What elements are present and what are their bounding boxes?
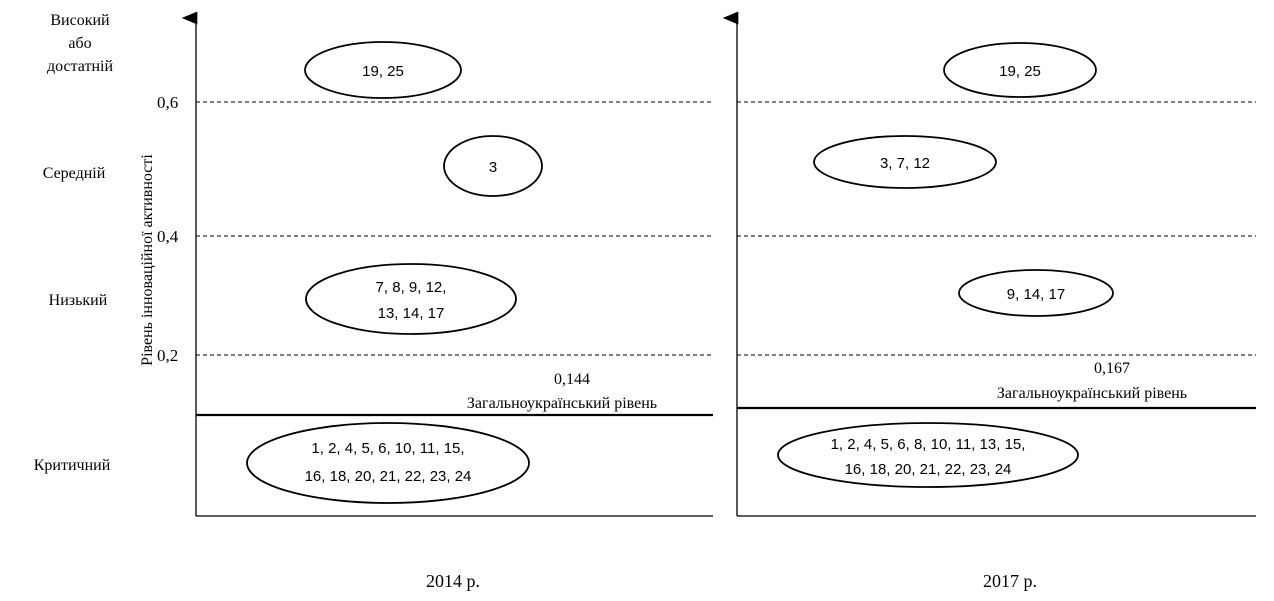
group-medium-2017 bbox=[813, 135, 997, 189]
group-high-2014-text: 19, 25 bbox=[362, 63, 404, 80]
average-value-2017: 0,167 bbox=[1094, 360, 1130, 377]
tick-label-0-6: 0,6 bbox=[157, 93, 178, 112]
average-label-2017: Загальноукраїнський рівень bbox=[997, 385, 1187, 402]
group-medium-2017-text: 3, 7, 12 bbox=[880, 155, 930, 172]
group-critical-2017-text-line1: 1, 2, 4, 5, 6, 8, 10, 11, 13, 15, bbox=[831, 436, 1026, 453]
group-critical-2017-text-line2: 16, 18, 20, 21, 22, 23, 24 bbox=[845, 461, 1012, 478]
year-label-2017: 2017 р. bbox=[983, 571, 1037, 591]
y-axis-title: Рівень інноваційної активності bbox=[139, 154, 156, 366]
group-high-2014 bbox=[304, 41, 462, 99]
level-high-label-line3: достатній bbox=[47, 58, 114, 75]
group-low-2017-text: 9, 14, 17 bbox=[1007, 286, 1065, 303]
panel-2014: 0,144 Загальноукраїнський рівень 19, 25 … bbox=[181, 11, 713, 591]
group-medium-2014-text: 3 bbox=[489, 159, 497, 176]
group-low-2014-text-line1: 7, 8, 9, 12, bbox=[376, 279, 447, 296]
group-high-2017-text: 19, 25 bbox=[999, 63, 1041, 80]
level-high-label-line2: або bbox=[68, 35, 91, 52]
group-low-2017 bbox=[958, 269, 1114, 317]
tick-label-0-2: 0,2 bbox=[157, 346, 178, 365]
level-medium-label: Середній bbox=[43, 165, 106, 182]
group-critical-2014 bbox=[246, 422, 530, 504]
panel-2017: 0,167 Загальноукраїнський рівень 19, 25 … bbox=[722, 11, 1256, 591]
average-value-2014: 0,144 bbox=[554, 371, 590, 388]
level-high-label-line1: Високий bbox=[50, 12, 110, 29]
level-critical-label: Критичний bbox=[34, 457, 111, 474]
group-critical-2014-text-line1: 1, 2, 4, 5, 6, 10, 11, 15, bbox=[311, 440, 464, 457]
group-high-2017 bbox=[943, 42, 1097, 98]
tick-label-0-4: 0,4 bbox=[157, 227, 179, 246]
group-critical-2017 bbox=[777, 422, 1079, 488]
year-label-2014: 2014 р. bbox=[426, 571, 480, 591]
group-low-2014 bbox=[305, 263, 517, 335]
average-label-2014: Загальноукраїнський рівень bbox=[467, 395, 657, 412]
group-medium-2014 bbox=[443, 135, 543, 197]
group-low-2014-text-line2: 13, 14, 17 bbox=[378, 305, 445, 322]
level-low-label: Низький bbox=[49, 292, 108, 309]
group-critical-2014-text-line2: 16, 18, 20, 21, 22, 23, 24 bbox=[305, 468, 472, 485]
